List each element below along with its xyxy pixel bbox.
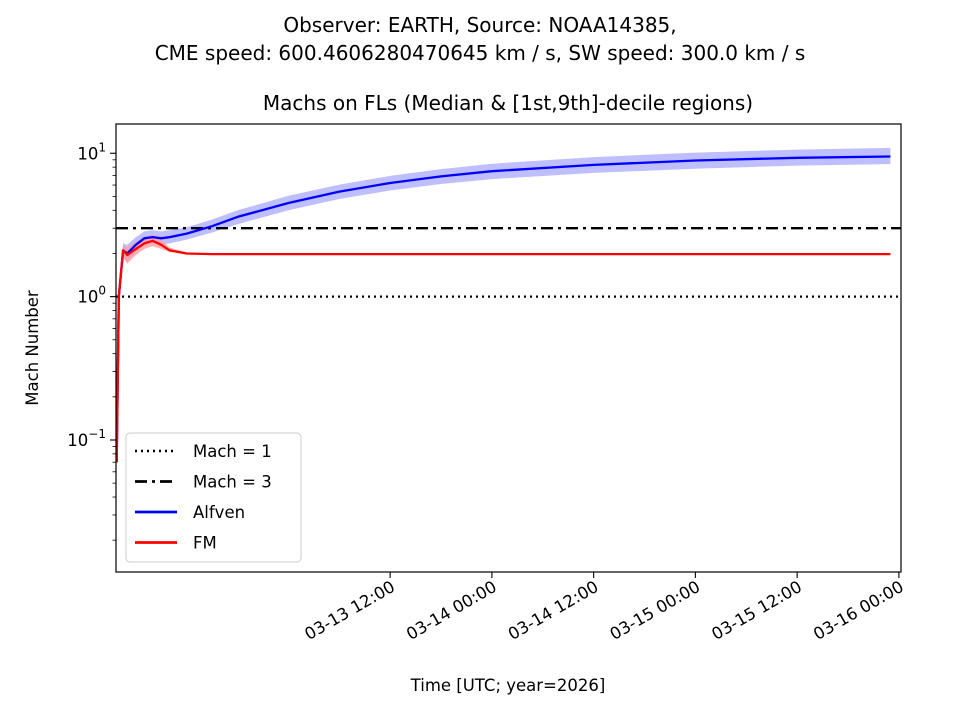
legend-label-fm: FM bbox=[193, 534, 217, 553]
y-tick-label: 101 bbox=[77, 140, 106, 163]
fm-median-line bbox=[116, 239, 891, 463]
legend-box bbox=[125, 432, 302, 563]
fm-decile-band bbox=[116, 234, 891, 463]
median-lines bbox=[116, 155, 891, 463]
y-tick-label: 10−1 bbox=[67, 427, 106, 450]
x-tick-label: 03-14 12:00 bbox=[505, 577, 602, 644]
decile-bands bbox=[116, 147, 891, 463]
y-axis-ticks: 10−1 100 101 bbox=[67, 140, 116, 541]
x-axis-ticks: 03-13 12:00 03-14 00:00 03-14 12:00 03-15 0… bbox=[301, 572, 907, 644]
y-axis-label: Mach Number bbox=[23, 290, 42, 406]
legend-label-mach-3: Mach = 3 bbox=[193, 473, 272, 492]
suptitle-line-1: Observer: EARTH, Source: NOAA14385, bbox=[283, 13, 676, 37]
x-tick-label: 03-15 00:00 bbox=[607, 577, 704, 644]
legend: Mach = 1 Mach = 3 Alfven FM bbox=[125, 432, 302, 563]
x-axis-label: Time [UTC; year=2026] bbox=[410, 676, 606, 695]
x-tick-label: 03-14 00:00 bbox=[403, 577, 500, 644]
plot-frame bbox=[115, 123, 902, 573]
alfven-median-line bbox=[116, 155, 891, 463]
alfven-decile-band bbox=[116, 147, 891, 463]
figure-suptitle: Observer: EARTH, Source: NOAA14385, CME … bbox=[155, 13, 806, 65]
y-tick-label: 100 bbox=[77, 284, 106, 307]
chart-title: Machs on FLs (Median & [1st,9th]-decile … bbox=[263, 91, 753, 115]
legend-label-mach-1: Mach = 1 bbox=[193, 442, 272, 461]
reference-lines bbox=[116, 227, 901, 298]
x-tick-label: 03-15 12:00 bbox=[708, 577, 805, 644]
suptitle-line-2: CME speed: 600.4606280470645 km / s, SW … bbox=[155, 41, 806, 65]
x-tick-label: 03-16 00:00 bbox=[810, 577, 907, 644]
legend-label-alfven: Alfven bbox=[193, 503, 245, 522]
x-tick-label: 03-13 12:00 bbox=[301, 577, 398, 644]
